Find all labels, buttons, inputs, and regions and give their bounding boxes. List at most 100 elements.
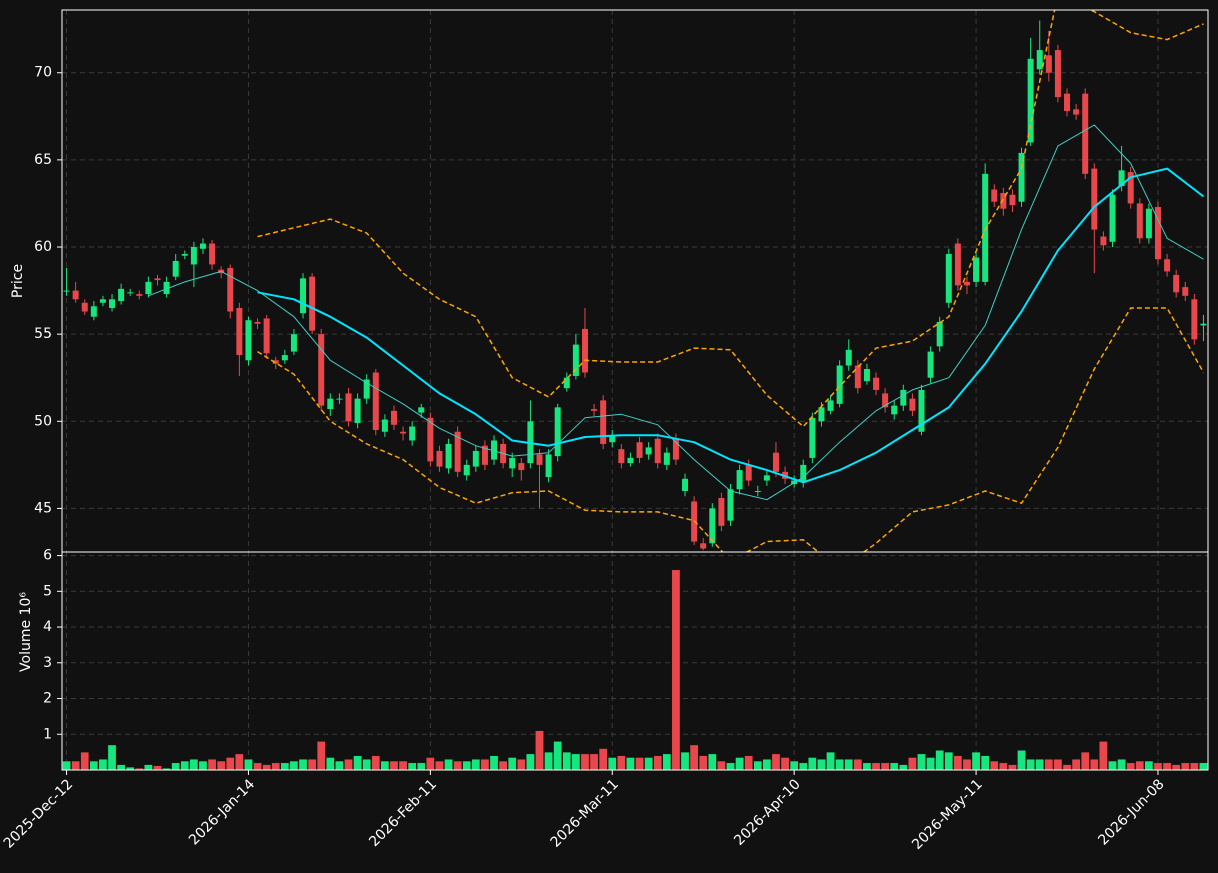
- candle-body: [345, 393, 352, 422]
- volume-bar: [1090, 759, 1099, 771]
- candle-body: [954, 243, 961, 286]
- candle-body: [491, 440, 498, 460]
- candle-body: [636, 442, 643, 458]
- candle-body: [709, 508, 716, 544]
- candle-body: [118, 288, 125, 302]
- candle-body: [1054, 50, 1061, 98]
- candle-body: [400, 431, 407, 434]
- volume-bar: [298, 759, 308, 771]
- volume-bar: [598, 748, 608, 771]
- volume-bar: [244, 759, 253, 771]
- y-tick-label: 65: [34, 152, 52, 168]
- candle-body: [1036, 50, 1043, 70]
- candle-body: [309, 276, 316, 331]
- candle-body: [381, 419, 388, 432]
- candle-body: [654, 438, 661, 464]
- volume-bar: [326, 757, 335, 771]
- candle-body: [591, 409, 598, 411]
- y-tick-label: 60: [34, 239, 52, 255]
- volume-bar: [1099, 741, 1108, 771]
- candle-body: [1082, 93, 1089, 174]
- volume-bar: [344, 759, 353, 771]
- candle-body: [1191, 299, 1198, 340]
- candle-body: [290, 334, 297, 352]
- volume-bar: [498, 760, 508, 771]
- candle-body: [372, 372, 379, 431]
- price-panel: [63, 10, 1207, 552]
- volume-bar: [571, 753, 581, 771]
- candle-body: [973, 257, 980, 282]
- candle-body: [263, 318, 270, 354]
- candle-body: [1109, 194, 1116, 242]
- candle-body: [836, 365, 843, 404]
- candle-body: [1045, 55, 1052, 73]
- candle-body: [963, 281, 970, 286]
- candle-body: [882, 393, 889, 408]
- candle-body: [800, 464, 807, 483]
- candle-body: [454, 431, 461, 472]
- volume-bar: [826, 751, 835, 771]
- candle-body: [1182, 287, 1189, 296]
- candle-body: [918, 389, 925, 432]
- volume-bar: [444, 759, 453, 771]
- volume-bar: [708, 753, 717, 771]
- candle-body: [627, 457, 634, 464]
- volume-tick-label: 1: [43, 726, 52, 742]
- candle-body: [982, 173, 989, 282]
- volume-tick-label: 3: [43, 655, 52, 671]
- volume-bar: [780, 757, 790, 771]
- candle-body: [936, 321, 943, 347]
- volume-bar: [507, 757, 517, 771]
- candle-body: [472, 450, 479, 467]
- candle-body: [572, 344, 579, 376]
- volume-bar: [207, 759, 217, 771]
- volume-bar: [407, 762, 417, 771]
- candle-body: [199, 243, 206, 249]
- candle-body: [172, 260, 179, 277]
- volume-bar: [1026, 759, 1035, 771]
- candle-body: [272, 360, 279, 364]
- candle-body: [1064, 93, 1071, 112]
- volume-bar: [180, 760, 190, 771]
- candle-body: [854, 365, 861, 389]
- volume-bar: [116, 764, 126, 771]
- candle-body: [163, 281, 170, 295]
- indicator-line: [257, 307, 1205, 552]
- candle-body: [772, 452, 779, 472]
- candle-body: [245, 320, 252, 361]
- volume-bar: [1108, 760, 1117, 771]
- volume-bar: [808, 757, 817, 771]
- candle-body: [354, 398, 361, 424]
- candle-body: [745, 464, 752, 481]
- volume-bar: [999, 762, 1008, 771]
- candle-body: [409, 426, 416, 441]
- candle-body: [254, 321, 261, 324]
- candle-body: [909, 398, 916, 411]
- volume-bar: [835, 759, 844, 771]
- candle-body: [209, 243, 216, 265]
- volume-bar: [626, 757, 635, 771]
- candle-body: [682, 478, 689, 492]
- candle-body: [991, 189, 998, 202]
- y-tick-label: 70: [34, 65, 52, 81]
- candle-body: [509, 457, 516, 469]
- volume-bar: [98, 759, 108, 771]
- volume-bar: [562, 751, 572, 771]
- volume-bar: [1053, 759, 1063, 771]
- volume-bar: [1153, 762, 1163, 771]
- volume-tick-label: 4: [43, 619, 52, 635]
- volume-bar: [662, 753, 672, 771]
- candle-body: [418, 407, 425, 413]
- volume-bar: [862, 762, 872, 771]
- candle-body: [154, 278, 161, 281]
- volume-bar: [1062, 764, 1072, 771]
- candle-body: [581, 328, 588, 373]
- volume-bar: [1044, 759, 1054, 771]
- candle-body: [1154, 206, 1161, 260]
- indicator-line: [257, 167, 1205, 484]
- candle-body: [818, 407, 825, 422]
- y-tick-label: 55: [34, 326, 52, 342]
- candle-body: [1100, 236, 1107, 246]
- candle-body: [1000, 192, 1007, 209]
- candle-body: [127, 292, 134, 294]
